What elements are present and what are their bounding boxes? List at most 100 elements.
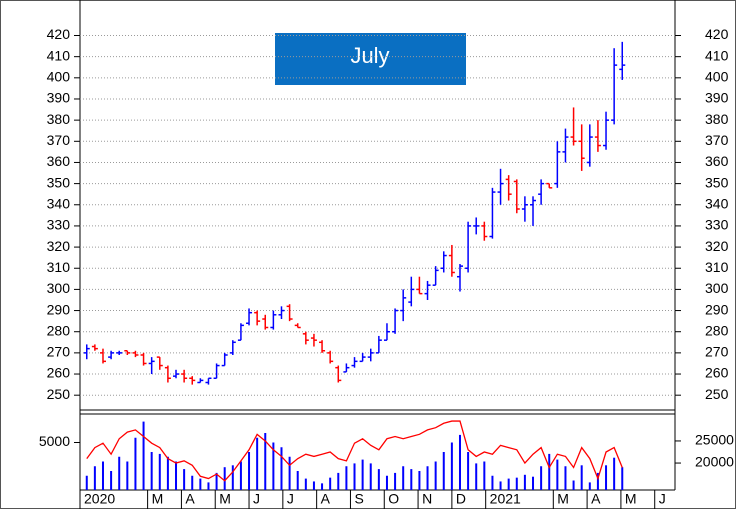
volume-bar — [142, 421, 145, 490]
volume-bar — [564, 466, 567, 490]
volume-bar — [126, 461, 129, 490]
volume-bar — [199, 478, 202, 490]
x-tick-label: M — [557, 491, 569, 507]
volume-bar — [223, 467, 226, 490]
volume-bar — [150, 452, 153, 490]
volume-bar — [621, 467, 624, 490]
y-tick-label: 250 — [47, 386, 71, 402]
volume-bar — [556, 459, 559, 490]
volume-bar — [166, 456, 169, 490]
volume-bar — [296, 471, 299, 490]
y-tick-label-right: 360 — [705, 153, 729, 169]
volume-bar — [377, 469, 380, 490]
volume-bar — [588, 482, 591, 490]
x-tick-label: M — [625, 491, 637, 507]
y-tick-label: 360 — [47, 153, 71, 169]
x-tick-label: J — [287, 491, 294, 507]
volume-bar — [134, 437, 137, 490]
y-tick-label-right: 380 — [705, 111, 729, 127]
y-tick-label-right: 270 — [705, 344, 729, 360]
volume-bar — [329, 477, 332, 490]
y-tick-label: 340 — [47, 195, 71, 211]
volume-bar — [321, 483, 324, 490]
y-tick-label-right: 350 — [705, 174, 729, 190]
y-tick-label-right: 260 — [705, 365, 729, 381]
y-tick-label: 410 — [47, 47, 71, 63]
volume-bar — [475, 463, 478, 490]
volume-bar — [596, 472, 599, 490]
x-tick-label: J — [253, 491, 260, 507]
x-tick-label: A — [321, 491, 331, 507]
volume-bar — [483, 461, 486, 490]
volume-bar — [491, 475, 494, 490]
volume-bar — [239, 461, 242, 490]
y-tick-label: 350 — [47, 174, 71, 190]
y-tick-label-right: 400 — [705, 69, 729, 85]
volume-bar — [312, 481, 315, 490]
y-tick-label: 330 — [47, 217, 71, 233]
y-tick-label-right: 250 — [705, 386, 729, 402]
volume-bar — [458, 434, 461, 490]
volume-bar — [532, 476, 535, 490]
y-tick-label-right: 390 — [705, 90, 729, 106]
y-tick-label: 280 — [47, 322, 71, 338]
volume-bar — [361, 459, 364, 490]
y-tick-label-right: 410 — [705, 47, 729, 63]
x-tick-label: 2020 — [84, 491, 115, 507]
x-tick-label: O — [388, 491, 399, 507]
volume-bar — [191, 475, 194, 490]
volume-bar — [523, 474, 526, 490]
y-tick-label-right: 370 — [705, 132, 729, 148]
y-tick-label-right: 320 — [705, 238, 729, 254]
volume-tick-label: 5000 — [39, 433, 70, 449]
volume-bar — [85, 475, 88, 490]
x-tick-label: S — [354, 491, 363, 507]
volume-bar — [264, 433, 267, 490]
volume-bar — [402, 466, 405, 490]
volume-bar — [499, 481, 502, 490]
volume-bar — [353, 463, 356, 490]
y-tick-label: 370 — [47, 132, 71, 148]
y-tick-label: 390 — [47, 90, 71, 106]
volume-bar — [605, 465, 608, 490]
volume-bar — [93, 466, 96, 490]
x-tick-label: N — [422, 491, 432, 507]
volume-bar — [580, 465, 583, 490]
volume-bar — [118, 456, 121, 490]
x-tick-label: D — [456, 491, 466, 507]
volume-bar — [288, 456, 291, 490]
volume-bar — [613, 457, 616, 490]
volume-bar — [385, 475, 388, 490]
volume-bar — [272, 442, 275, 490]
y-tick-label: 300 — [47, 280, 71, 296]
volume-bar — [101, 461, 104, 490]
y-tick-label: 290 — [47, 301, 71, 317]
volume-bar — [304, 478, 307, 490]
volume-bar — [434, 461, 437, 490]
volume-bar — [215, 472, 218, 490]
y-tick-label: 270 — [47, 344, 71, 360]
annotation-box — [275, 33, 466, 85]
volume-bar — [540, 466, 543, 490]
y-tick-label-right: 330 — [705, 217, 729, 233]
volume-bar — [507, 478, 510, 490]
y-tick-label-right: 300 — [705, 280, 729, 296]
x-tick-label: A — [185, 491, 195, 507]
x-tick-label: A — [591, 491, 601, 507]
volume-bar — [256, 437, 259, 490]
y2-tick-label: 20000 — [695, 454, 734, 470]
y-tick-label-right: 280 — [705, 322, 729, 338]
y-tick-label: 260 — [47, 365, 71, 381]
volume-bar — [369, 463, 372, 490]
volume-bar — [183, 469, 186, 490]
volume-bar — [467, 452, 470, 490]
volume-bar — [158, 453, 161, 490]
volume-bar — [515, 477, 518, 490]
y-tick-label-right: 420 — [705, 26, 729, 42]
volume-bar — [248, 452, 251, 490]
volume-bar — [110, 471, 113, 490]
volume-line — [86, 420, 623, 482]
volume-bar — [280, 447, 283, 490]
